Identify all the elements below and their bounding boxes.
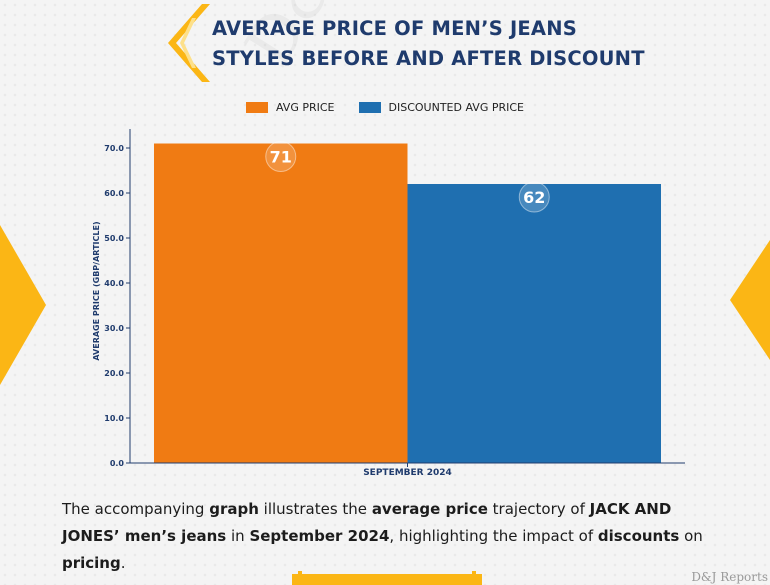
x-tick-label: SEPTEMBER 2024 (363, 468, 452, 478)
desc-bold: JACK AND JONES’ men’s jeans (62, 500, 672, 545)
data-label: 62 (523, 188, 545, 207)
desc-text: in (226, 527, 250, 545)
left-arrow-decoration (0, 225, 46, 385)
desc-text: illustrates the (258, 500, 372, 518)
desc-bold: discounts (597, 527, 680, 545)
page-title: AVERAGE PRICE OF MEN’S JEANS STYLES BEFO… (212, 14, 645, 74)
y-tick-label: 20.0 (104, 369, 124, 378)
desc-text: on (679, 527, 703, 545)
bottom-tab-decoration (292, 571, 482, 585)
desc-text: The accompanying (62, 500, 210, 518)
chart-legend: AVG PRICE DISCOUNTED AVG PRICE (0, 101, 770, 114)
desc-bold: average price (371, 500, 488, 518)
y-tick-label: 70.0 (104, 144, 124, 153)
legend-item-discounted: DISCOUNTED AVG PRICE (358, 101, 524, 114)
desc-bold: graph (209, 500, 259, 518)
title-bracket-icon (168, 4, 210, 82)
right-arrow-decoration (730, 240, 770, 360)
desc-text: . (120, 554, 126, 572)
bar-avg-price (154, 143, 408, 463)
desc-text: , highlighting the impact of (389, 527, 598, 545)
desc-bold: September 2024 (249, 527, 390, 545)
y-tick-label: 50.0 (104, 234, 124, 243)
data-label-bubble (518, 181, 550, 213)
legend-swatch-discounted (358, 102, 381, 113)
y-axis-label: AVERAGE PRICE (GBP/ARTICLE) (92, 221, 101, 360)
y-tick-label: 60.0 (104, 189, 124, 198)
bar-discounted-avg-price (407, 184, 661, 463)
y-tick-label: 0.0 (110, 459, 125, 468)
legend-swatch-avg-price (245, 102, 268, 113)
data-label-bubble (265, 141, 297, 172)
legend-item-avg-price: AVG PRICE (245, 101, 335, 114)
desc-bold: pricing (62, 554, 121, 572)
legend-label-avg-price: AVG PRICE (275, 101, 335, 114)
desc-text: trajectory of (487, 500, 590, 518)
title-line-1: AVERAGE PRICE OF MEN’S JEANS (212, 17, 577, 40)
legend-label-discounted: DISCOUNTED AVG PRICE (388, 101, 524, 114)
title-line-2: STYLES BEFORE AND AFTER DISCOUNT (212, 47, 645, 70)
data-label: 71 (270, 148, 292, 167)
footer-brand: D&J Reports (691, 570, 768, 584)
y-tick-label: 40.0 (104, 279, 124, 288)
y-tick-label: 30.0 (104, 324, 124, 333)
chart-description: The accompanying graph illustrates the a… (62, 496, 722, 577)
y-tick-label: 10.0 (104, 414, 124, 423)
